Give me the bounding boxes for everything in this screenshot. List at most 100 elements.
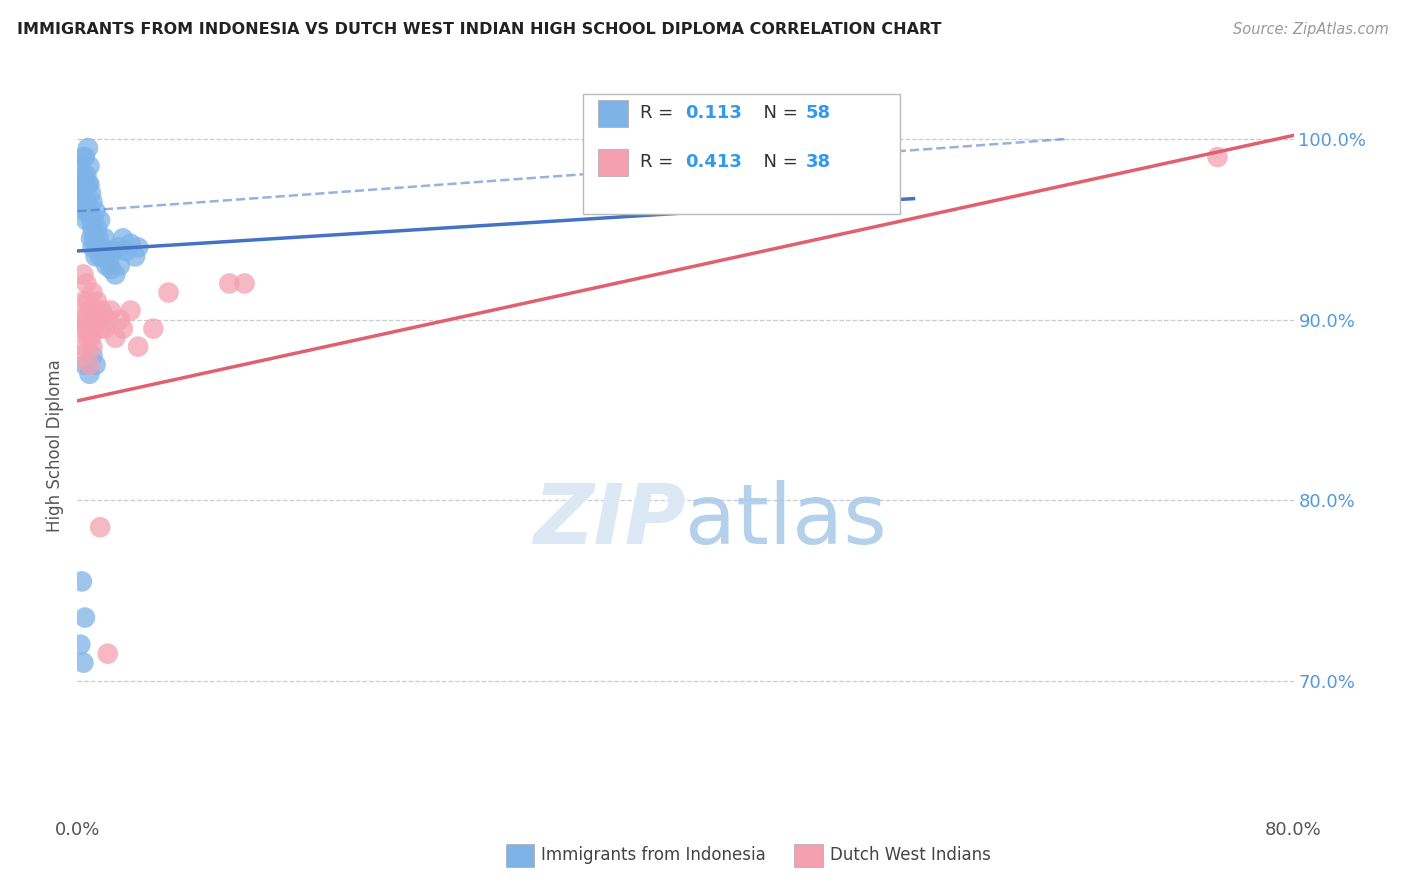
- Point: [80, 331, 103, 345]
- Point: [69, 177, 91, 191]
- Text: 38: 38: [806, 153, 831, 171]
- Point: [70, 186, 93, 201]
- Point: [96, 259, 118, 273]
- Point: [127, 340, 149, 354]
- Point: [83, 231, 105, 245]
- Text: Source: ZipAtlas.com: Source: ZipAtlas.com: [1233, 22, 1389, 37]
- Point: [120, 303, 142, 318]
- Point: [73, 610, 96, 624]
- Point: [82, 285, 104, 300]
- Text: R =: R =: [640, 104, 679, 122]
- Point: [75, 277, 97, 291]
- Point: [72, 150, 94, 164]
- Point: [83, 321, 105, 335]
- Point: [90, 303, 112, 318]
- Point: [77, 331, 100, 345]
- Text: R =: R =: [640, 153, 679, 171]
- Point: [79, 358, 101, 372]
- Point: [100, 303, 122, 318]
- Point: [70, 349, 93, 363]
- Point: [72, 168, 94, 182]
- Point: [79, 159, 101, 173]
- Point: [67, 312, 90, 326]
- Point: [97, 647, 120, 661]
- Point: [108, 259, 131, 273]
- Point: [73, 150, 96, 164]
- Point: [72, 268, 94, 282]
- Point: [69, 638, 91, 652]
- Point: [124, 249, 146, 263]
- Point: [75, 213, 97, 227]
- Point: [72, 294, 94, 309]
- Point: [84, 303, 107, 318]
- Point: [86, 240, 108, 254]
- Point: [89, 249, 111, 263]
- Text: ZIP: ZIP: [533, 480, 686, 560]
- Point: [142, 321, 165, 335]
- Point: [82, 349, 104, 363]
- Point: [84, 204, 107, 219]
- Y-axis label: High School Diploma: High School Diploma: [46, 359, 65, 533]
- Point: [67, 159, 90, 173]
- Point: [218, 277, 240, 291]
- Point: [89, 321, 111, 335]
- Point: [73, 358, 96, 372]
- Point: [72, 186, 94, 201]
- Text: N =: N =: [752, 153, 804, 171]
- Point: [89, 213, 111, 227]
- Text: atlas: atlas: [686, 480, 887, 560]
- Point: [104, 268, 127, 282]
- Point: [97, 244, 120, 258]
- Point: [111, 321, 134, 335]
- Point: [77, 141, 100, 155]
- Point: [90, 240, 112, 254]
- Point: [111, 231, 134, 245]
- Point: [69, 321, 91, 335]
- Point: [72, 656, 94, 670]
- Point: [120, 236, 142, 251]
- Point: [115, 244, 138, 258]
- Text: N =: N =: [752, 104, 804, 122]
- Point: [84, 358, 107, 372]
- Point: [80, 303, 103, 318]
- Point: [83, 213, 105, 227]
- Point: [80, 213, 103, 227]
- Point: [107, 240, 129, 254]
- Text: Dutch West Indians: Dutch West Indians: [830, 847, 990, 864]
- Point: [87, 312, 110, 326]
- Point: [75, 321, 97, 335]
- Point: [77, 177, 100, 191]
- Point: [77, 204, 100, 219]
- Point: [98, 255, 121, 269]
- Point: [157, 285, 180, 300]
- Point: [73, 177, 96, 191]
- Point: [108, 312, 131, 326]
- Point: [79, 303, 101, 318]
- Point: [82, 195, 104, 210]
- Point: [86, 294, 108, 309]
- Point: [79, 204, 101, 219]
- Point: [79, 367, 101, 381]
- Text: IMMIGRANTS FROM INDONESIA VS DUTCH WEST INDIAN HIGH SCHOOL DIPLOMA CORRELATION C: IMMIGRANTS FROM INDONESIA VS DUTCH WEST …: [17, 22, 942, 37]
- Point: [75, 168, 97, 182]
- Point: [70, 574, 93, 589]
- Point: [1206, 150, 1229, 164]
- Point: [80, 186, 103, 201]
- Point: [79, 177, 101, 191]
- Point: [82, 240, 104, 254]
- Point: [73, 204, 96, 219]
- Text: 58: 58: [806, 104, 831, 122]
- Point: [73, 312, 96, 326]
- Point: [97, 312, 120, 326]
- Point: [80, 231, 103, 245]
- Point: [73, 340, 96, 354]
- Point: [93, 321, 115, 335]
- Point: [93, 231, 115, 245]
- Point: [84, 249, 107, 263]
- Point: [104, 331, 127, 345]
- Point: [89, 520, 111, 534]
- Point: [100, 262, 122, 277]
- Point: [127, 240, 149, 254]
- Point: [82, 340, 104, 354]
- Point: [103, 244, 125, 258]
